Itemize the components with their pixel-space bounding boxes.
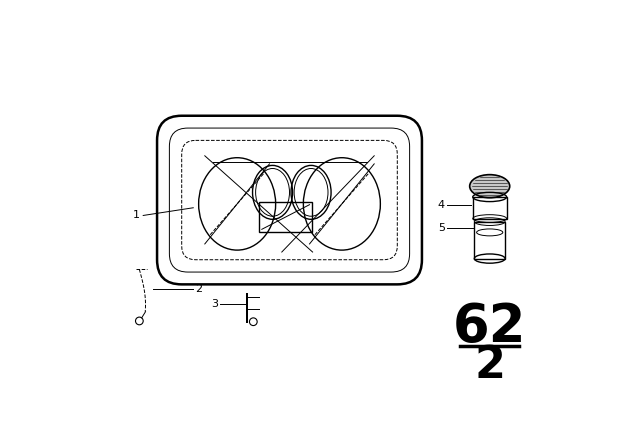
Text: 62: 62 xyxy=(453,301,527,353)
Text: 4: 4 xyxy=(438,200,445,210)
Text: 2: 2 xyxy=(196,284,203,293)
Bar xyxy=(473,197,507,219)
Text: 2: 2 xyxy=(474,344,505,387)
Text: 5: 5 xyxy=(438,223,445,233)
Ellipse shape xyxy=(470,175,509,198)
Text: 1: 1 xyxy=(132,211,140,220)
Bar xyxy=(474,222,505,258)
Text: 3: 3 xyxy=(211,299,218,309)
Bar xyxy=(259,202,312,232)
